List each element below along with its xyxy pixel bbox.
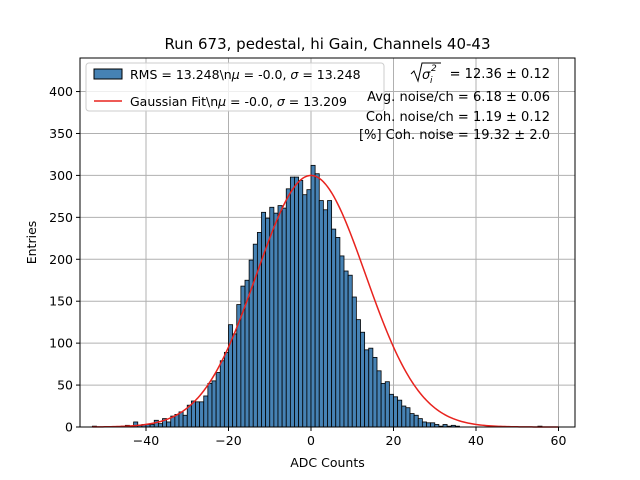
avg-noise-annotation: Avg. noise/ch = 6.18 ± 0.06 [367,90,550,105]
histogram-bar [261,211,267,428]
legend-fit-label: Gaussian Fit\nμ = -0.0, σ = 13.209 [130,94,347,109]
histogram-bar [322,209,328,428]
histogram-bar [166,421,172,428]
histogram-bar [211,380,217,428]
plot-frame [79,57,576,428]
x-tick-label: −40 [133,433,159,448]
histogram-bar [318,200,324,428]
histogram-bar [153,419,159,428]
histogram-bar [421,421,427,428]
coh-noise-annotation: Coh. noise/ch = 1.19 ± 0.12 [366,110,550,125]
histogram-bar [393,396,399,428]
y-tick-label: 350 [49,126,73,141]
histogram-bar [426,422,432,428]
chart-title: Run 673, pedestal, hi Gain, Channels 40-… [164,35,490,53]
histogram-bar [327,200,333,428]
x-axis-label: ADC Counts [290,455,365,470]
histogram-bar [417,418,423,428]
y-tick-label: 50 [57,378,73,393]
histogram-bar [388,393,394,428]
y-tick-label: 100 [49,336,73,351]
histogram-bar [401,405,407,428]
histogram-bar [190,400,196,428]
histogram-bar [351,296,357,428]
histogram-bar [376,370,382,428]
histogram-bar [368,347,374,428]
histogram-bars [91,164,543,428]
histogram-bar [384,381,390,428]
histogram-bar [364,349,370,428]
x-tick-label: −20 [215,433,241,448]
sqrt-symbol [410,62,441,83]
y-tick-label: 300 [49,168,73,183]
histogram-bar [397,399,403,428]
legend: RMS = 13.248\nμ = -0.0, σ = 13.248 Gauss… [85,62,385,112]
y-axis-label: Entries [24,221,39,265]
histogram-bar [182,414,188,428]
histogram-bar [186,404,192,428]
x-axis-ticks: −40 −20 0 20 40 60 [133,427,567,448]
histogram-bar [178,411,184,428]
histogram-bar [298,180,304,428]
histogram-bar [219,360,225,428]
sqrt-sigma-annotation: σ 2 i = 12.36 ± 0.12 [410,62,550,86]
sqrt-sigma-value: = 12.36 ± 0.12 [450,67,550,82]
histogram-bar [360,331,366,428]
histogram-bar [281,207,287,428]
histogram-bar [207,382,213,428]
histogram-bar [413,414,419,428]
sigma-superscript: 2 [431,64,437,74]
y-tick-label: 200 [49,252,73,267]
histogram-bar [232,333,238,428]
legend-box [85,62,385,112]
x-tick-label: 40 [468,433,484,448]
noise-annotations: σ 2 i = 12.36 ± 0.12 Avg. noise/ch = 6.1… [359,62,550,143]
grid-lines [80,58,575,428]
histogram-bar [314,173,320,428]
histogram-bar [310,164,316,428]
histogram-bar [339,255,345,428]
histogram-bar [355,319,361,428]
histogram-bar [269,206,275,428]
pct-coh-noise-annotation: [%] Coh. noise = 19.32 ± 2.0 [359,128,550,143]
histogram-bar [409,413,415,428]
x-tick-label: 60 [551,433,567,448]
histogram-bar [273,212,279,428]
histogram-bar [343,270,349,428]
histogram-bar [203,395,209,428]
histogram-bar [157,423,163,428]
histogram-bar [223,351,229,428]
gaussian-fit-line [92,174,559,428]
y-tick-label: 400 [49,84,73,99]
histogram-bar [302,194,308,428]
histogram-bar [405,407,411,428]
histogram-bar [285,188,291,428]
histogram-bar [294,176,300,428]
sigma-symbol: σ [422,68,431,83]
histogram-bar [372,356,378,428]
histogram-bar [199,401,205,428]
y-tick-label: 250 [49,210,73,225]
legend-hist-label: RMS = 13.248\nμ = -0.0, σ = 13.248 [130,67,361,82]
sigma-subscript: i [430,76,433,86]
x-tick-label: 0 [307,433,315,448]
histogram-bar [347,274,353,428]
x-tick-label: 20 [386,433,402,448]
histogram-bar [289,176,295,428]
histogram-bar [277,205,283,428]
histogram-bar [430,422,436,428]
legend-hist-swatch [93,68,123,80]
y-tick-label: 150 [49,294,73,309]
y-axis-ticks: 0 50 100 150 200 250 300 350 400 [49,84,80,435]
histogram-bar [380,382,386,428]
y-tick-label: 0 [65,420,73,435]
histogram-bar [331,228,337,428]
histogram-bar [215,372,221,428]
histogram-bar [335,237,341,428]
histogram-bar [195,401,201,428]
histogram-bar [306,189,312,428]
